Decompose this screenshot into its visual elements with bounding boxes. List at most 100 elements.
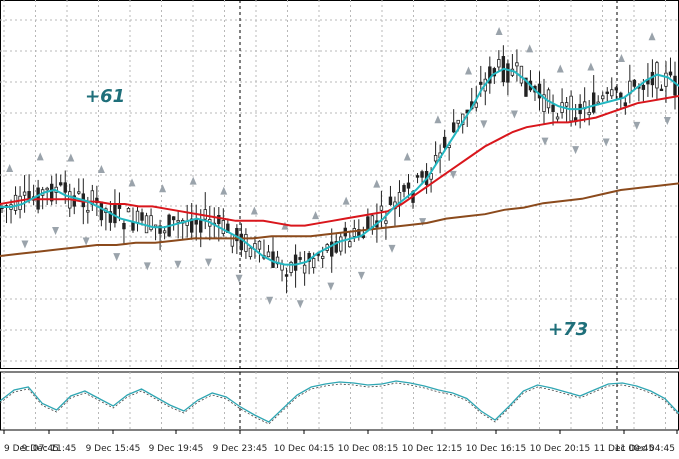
candle-body — [641, 84, 646, 90]
candle-body — [122, 223, 126, 230]
candle-body — [248, 247, 253, 258]
profit-label-right: +73 — [548, 319, 589, 340]
x-tick-label: 11 Dec 04:45 — [614, 444, 675, 454]
fractal-down-marker — [449, 170, 457, 179]
candle-body — [673, 75, 677, 96]
candle-body — [334, 241, 338, 253]
candle-body — [668, 71, 673, 76]
fractal-up-marker — [128, 178, 136, 187]
candle-body — [13, 194, 18, 211]
candle-body — [542, 94, 546, 112]
fractal-up-marker — [403, 152, 411, 161]
x-tick-label: 9 Dec 15:45 — [86, 444, 141, 454]
candle-body — [275, 256, 280, 265]
x-tick-label: 10 Dec 04:15 — [274, 444, 335, 454]
candle-body — [433, 155, 438, 162]
candle-body — [379, 205, 384, 211]
candle-body — [271, 251, 275, 268]
fractal-down-marker — [572, 146, 580, 155]
candle-body — [266, 251, 271, 258]
candle-body — [140, 212, 144, 221]
candle-body — [632, 79, 637, 87]
fractal-up-marker — [342, 196, 350, 205]
candle-body — [406, 182, 411, 189]
candle-body — [199, 220, 203, 233]
fractal-down-marker — [143, 262, 151, 271]
candle-body — [176, 220, 180, 223]
candle-body — [22, 191, 27, 196]
candle-body — [45, 187, 49, 191]
fractal-down-marker — [204, 258, 212, 267]
fractal-down-marker — [52, 226, 60, 235]
x-tick-label: 10 Dec 20:15 — [530, 444, 591, 454]
fractal-up-marker — [97, 164, 105, 173]
fractal-down-marker — [419, 218, 427, 227]
x-tick-label: 9 Dec 07:45 — [4, 444, 59, 454]
candle-body — [86, 209, 90, 213]
candle-body — [587, 111, 591, 116]
fractal-up-marker — [281, 221, 289, 230]
oscillator-line — [0, 380, 679, 423]
candle-body — [519, 65, 524, 84]
candle-body — [203, 209, 207, 220]
fractal-up-marker — [36, 152, 44, 161]
candle-body — [366, 216, 370, 230]
fractal-up-marker — [220, 186, 228, 195]
fractal-up-marker — [373, 179, 381, 188]
x-tick-label: 10 Dec 16:15 — [466, 444, 527, 454]
candle-body — [131, 222, 135, 231]
candle-body — [384, 220, 388, 224]
x-tick-label: 9 Dec 11:45 — [22, 444, 77, 454]
candle-body — [610, 89, 614, 97]
candle-body — [564, 102, 569, 107]
candle-body — [330, 241, 334, 257]
fractal-up-marker — [526, 44, 534, 53]
fractal-down-marker — [357, 271, 365, 280]
candle-body — [108, 211, 113, 223]
fractal-down-marker — [327, 282, 335, 291]
candle-body — [524, 77, 528, 97]
candle-body — [117, 204, 122, 209]
candle-body — [348, 241, 352, 248]
candle-body — [221, 220, 226, 234]
candle-body — [506, 63, 510, 83]
candle-body — [99, 201, 104, 221]
fractal-up-marker — [159, 184, 167, 193]
candle-body — [659, 88, 664, 92]
fractal-down-marker — [174, 260, 182, 269]
fractal-down-marker — [82, 237, 90, 246]
candle-body — [591, 92, 596, 113]
candle-body — [551, 104, 555, 113]
candle-body — [479, 81, 483, 85]
fractal-down-marker — [266, 296, 274, 305]
candle-body — [298, 257, 302, 260]
main-pane-frame — [0, 0, 679, 369]
candle-body — [284, 274, 289, 277]
candle-body — [235, 228, 239, 242]
candle-body — [135, 210, 140, 224]
candle-body — [217, 214, 221, 225]
fractal-down-marker — [388, 244, 396, 253]
candle-body — [546, 89, 551, 109]
candle-body — [230, 234, 235, 247]
candle-body — [555, 116, 560, 120]
candle-body — [601, 95, 605, 100]
fractal-down-marker — [663, 116, 671, 125]
candle-body — [311, 258, 316, 269]
candle-body — [352, 228, 357, 237]
x-tick-label: 10 Dec 12:15 — [402, 444, 463, 454]
candle-body — [95, 197, 99, 204]
candle-body — [442, 136, 447, 148]
candle-body — [158, 225, 162, 234]
candle-body — [515, 62, 519, 67]
fractal-up-marker — [556, 64, 564, 73]
fractal-down-marker — [235, 274, 243, 283]
candle-body — [302, 264, 307, 274]
candle-body — [126, 208, 131, 213]
fractal-up-marker — [434, 115, 442, 124]
fractal-up-marker — [67, 153, 75, 162]
candle-body — [664, 72, 668, 87]
fractal-up-marker — [617, 54, 625, 63]
candle-body — [239, 233, 244, 251]
